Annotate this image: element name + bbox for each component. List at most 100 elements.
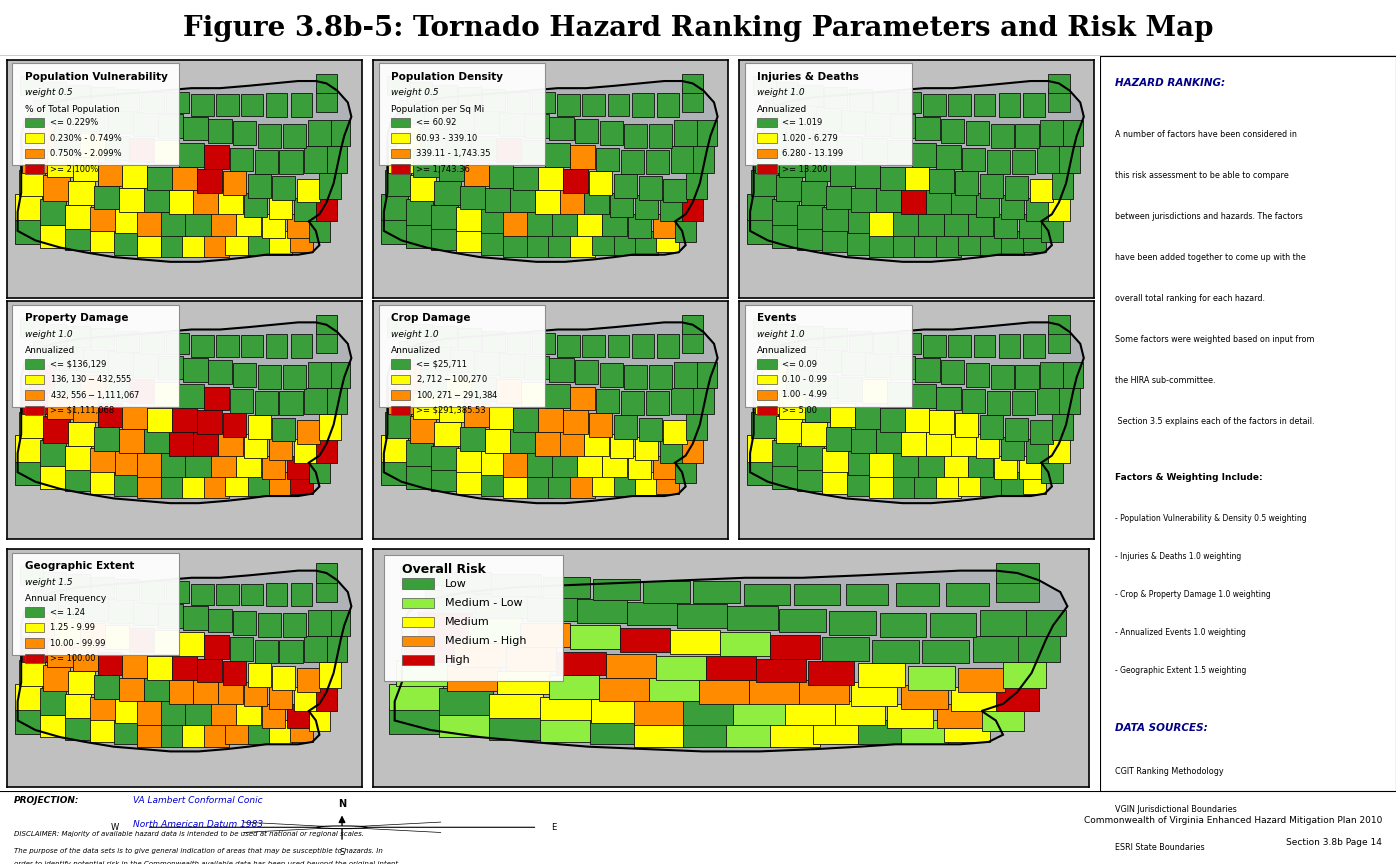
- FancyBboxPatch shape: [532, 92, 556, 113]
- FancyBboxPatch shape: [607, 335, 628, 357]
- FancyBboxPatch shape: [463, 162, 489, 186]
- FancyBboxPatch shape: [420, 127, 447, 154]
- FancyBboxPatch shape: [309, 362, 331, 388]
- FancyBboxPatch shape: [592, 699, 642, 723]
- FancyBboxPatch shape: [290, 93, 313, 117]
- FancyBboxPatch shape: [995, 563, 1039, 582]
- FancyBboxPatch shape: [879, 167, 905, 190]
- FancyBboxPatch shape: [455, 207, 483, 231]
- Text: High: High: [445, 655, 470, 664]
- FancyBboxPatch shape: [107, 599, 133, 623]
- FancyBboxPatch shape: [218, 680, 243, 704]
- FancyBboxPatch shape: [976, 193, 1000, 217]
- FancyBboxPatch shape: [57, 105, 84, 129]
- FancyBboxPatch shape: [286, 455, 310, 480]
- FancyBboxPatch shape: [563, 410, 588, 435]
- FancyBboxPatch shape: [941, 119, 965, 143]
- FancyBboxPatch shape: [772, 465, 799, 489]
- FancyBboxPatch shape: [797, 446, 824, 470]
- FancyBboxPatch shape: [25, 391, 45, 400]
- FancyBboxPatch shape: [304, 636, 328, 662]
- FancyBboxPatch shape: [831, 162, 854, 186]
- FancyBboxPatch shape: [32, 589, 60, 613]
- FancyBboxPatch shape: [872, 639, 919, 664]
- FancyBboxPatch shape: [852, 188, 877, 212]
- Text: Overall Risk: Overall Risk: [402, 563, 486, 576]
- FancyBboxPatch shape: [80, 623, 105, 647]
- FancyBboxPatch shape: [790, 105, 817, 129]
- FancyBboxPatch shape: [757, 391, 776, 400]
- FancyBboxPatch shape: [776, 416, 803, 442]
- Polygon shape: [18, 81, 352, 262]
- FancyBboxPatch shape: [116, 209, 140, 233]
- FancyBboxPatch shape: [1015, 124, 1039, 148]
- Text: >= $291,385.53: >= $291,385.53: [416, 406, 486, 415]
- FancyBboxPatch shape: [847, 231, 874, 255]
- FancyBboxPatch shape: [211, 454, 236, 477]
- FancyBboxPatch shape: [868, 474, 893, 499]
- Polygon shape: [18, 570, 352, 752]
- FancyBboxPatch shape: [191, 94, 214, 116]
- FancyBboxPatch shape: [905, 408, 930, 432]
- FancyBboxPatch shape: [829, 611, 875, 635]
- FancyBboxPatch shape: [25, 164, 45, 174]
- FancyBboxPatch shape: [21, 566, 43, 585]
- FancyBboxPatch shape: [674, 362, 697, 388]
- FancyBboxPatch shape: [406, 224, 433, 248]
- FancyBboxPatch shape: [64, 205, 91, 228]
- FancyBboxPatch shape: [391, 375, 410, 384]
- FancyBboxPatch shape: [514, 167, 539, 190]
- FancyBboxPatch shape: [632, 93, 653, 117]
- Polygon shape: [373, 60, 729, 297]
- FancyBboxPatch shape: [204, 474, 229, 499]
- FancyBboxPatch shape: [447, 664, 500, 690]
- FancyBboxPatch shape: [244, 435, 267, 458]
- FancyBboxPatch shape: [223, 171, 246, 195]
- FancyBboxPatch shape: [805, 398, 831, 422]
- Text: 1.00 - 4.99: 1.00 - 4.99: [782, 391, 826, 399]
- FancyBboxPatch shape: [286, 704, 310, 727]
- FancyBboxPatch shape: [211, 212, 236, 236]
- FancyBboxPatch shape: [204, 723, 229, 746]
- FancyBboxPatch shape: [923, 94, 946, 116]
- FancyBboxPatch shape: [987, 391, 1011, 415]
- FancyBboxPatch shape: [119, 188, 144, 212]
- Text: Population Vulnerability: Population Vulnerability: [25, 72, 168, 81]
- FancyBboxPatch shape: [483, 89, 505, 111]
- FancyBboxPatch shape: [627, 601, 677, 626]
- Text: Factors & Weighting Include:: Factors & Weighting Include:: [1115, 473, 1262, 482]
- FancyBboxPatch shape: [786, 127, 812, 154]
- FancyBboxPatch shape: [25, 607, 45, 617]
- FancyBboxPatch shape: [835, 702, 885, 725]
- FancyBboxPatch shape: [930, 410, 955, 435]
- FancyBboxPatch shape: [683, 702, 737, 725]
- FancyBboxPatch shape: [80, 375, 105, 398]
- Text: - Crop & Property Damage 1.0 weighting: - Crop & Property Damage 1.0 weighting: [1115, 590, 1270, 599]
- FancyBboxPatch shape: [388, 146, 415, 173]
- FancyBboxPatch shape: [468, 617, 522, 643]
- FancyBboxPatch shape: [25, 149, 45, 158]
- FancyBboxPatch shape: [21, 76, 43, 95]
- FancyBboxPatch shape: [315, 687, 338, 711]
- FancyBboxPatch shape: [1060, 388, 1081, 414]
- FancyBboxPatch shape: [917, 454, 945, 477]
- FancyBboxPatch shape: [29, 613, 56, 638]
- FancyBboxPatch shape: [194, 680, 218, 704]
- FancyBboxPatch shape: [141, 334, 165, 354]
- Text: weight 0.5: weight 0.5: [25, 88, 73, 97]
- Text: PROJECTION:: PROJECTION:: [14, 797, 80, 805]
- FancyBboxPatch shape: [197, 658, 222, 683]
- FancyBboxPatch shape: [389, 708, 443, 734]
- FancyBboxPatch shape: [592, 473, 617, 496]
- FancyBboxPatch shape: [893, 474, 920, 499]
- FancyBboxPatch shape: [25, 359, 45, 369]
- FancyBboxPatch shape: [84, 107, 107, 131]
- FancyBboxPatch shape: [98, 162, 123, 186]
- FancyBboxPatch shape: [526, 212, 553, 236]
- FancyBboxPatch shape: [431, 226, 458, 250]
- FancyBboxPatch shape: [247, 231, 271, 255]
- FancyBboxPatch shape: [602, 212, 627, 236]
- FancyBboxPatch shape: [179, 143, 204, 167]
- FancyBboxPatch shape: [1100, 56, 1396, 791]
- FancyBboxPatch shape: [653, 455, 676, 480]
